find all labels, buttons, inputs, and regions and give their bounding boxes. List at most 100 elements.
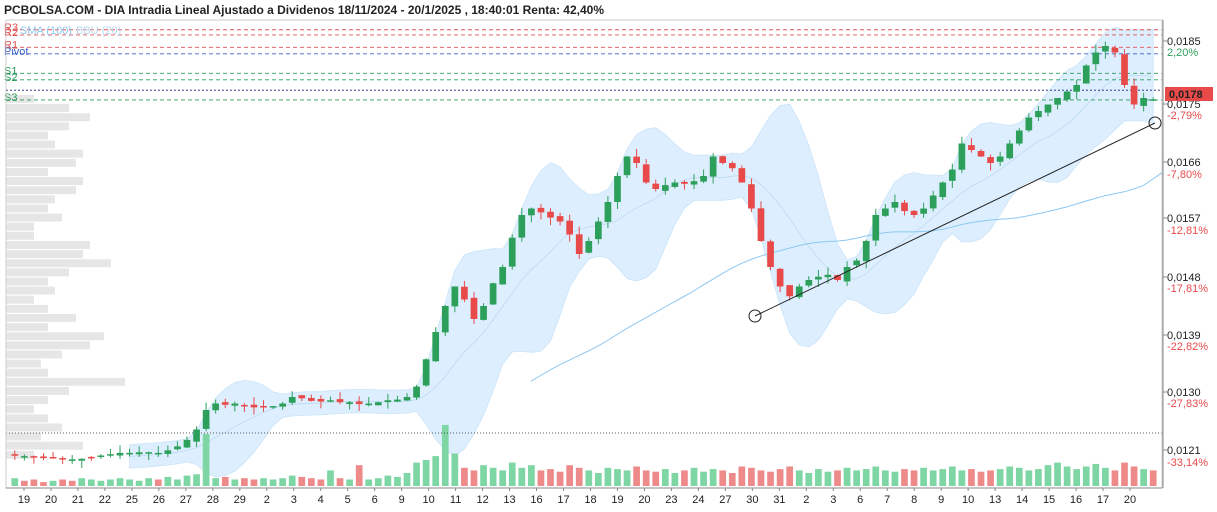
candle-body	[604, 202, 612, 222]
volume-bar	[1044, 465, 1052, 486]
y-axis: 0,0185 0,0175 0,0166 0,0157 0,0148 0,0139 0,01…	[1163, 36, 1213, 469]
candle-body	[1111, 47, 1119, 53]
candle-body	[518, 215, 526, 238]
volume-bar	[422, 460, 430, 486]
chart-title: PCBOLSA.COM - DIA Intradia Lineal Ajusta…	[4, 3, 604, 17]
candle-body	[690, 181, 698, 185]
volume-profile-bar	[6, 268, 69, 277]
candle-body	[508, 237, 516, 267]
volume-bar	[97, 480, 105, 486]
volume-bar	[939, 469, 947, 486]
volume-bar	[1149, 470, 1157, 486]
volume-profile-bar	[6, 140, 55, 149]
candle-body	[853, 260, 860, 266]
volume-bar	[279, 478, 286, 486]
volume-bar	[862, 469, 870, 486]
volume-profile-bar	[6, 195, 55, 204]
candle-body	[1035, 111, 1042, 118]
x-tick-label: 6	[857, 494, 863, 506]
level-label-s2: S2	[4, 72, 17, 84]
candle-body	[250, 404, 258, 408]
level-label-s3: S3	[4, 92, 17, 104]
volume-profile-bar	[6, 359, 41, 368]
volume-profile-bar	[6, 186, 76, 195]
pct-tick-label: -27,83%	[1167, 398, 1208, 410]
volume-profile-bar	[6, 250, 83, 259]
volume-bar	[996, 469, 1004, 486]
x-tick-label: 16	[1070, 494, 1082, 506]
candle-body	[633, 156, 640, 163]
volume-bar	[11, 478, 19, 486]
candle-body	[1054, 98, 1061, 105]
volume-bar	[1140, 469, 1147, 486]
volume-bar	[260, 478, 267, 486]
pct-tick-label: 2,20%	[1167, 47, 1198, 59]
x-tick-label: 4	[318, 494, 324, 506]
candle-body	[365, 403, 373, 406]
candle-body	[470, 297, 478, 319]
trendline-handle-end	[1148, 116, 1162, 130]
volume-bar	[977, 471, 985, 486]
volume-bar	[441, 424, 449, 486]
x-tick-label: 20	[45, 494, 57, 506]
volume-bar	[126, 479, 133, 486]
volume-bar	[403, 473, 411, 486]
volume-bar	[241, 478, 248, 486]
volume-bar	[719, 470, 727, 486]
y-tick-label: 0,0166	[1167, 157, 1201, 169]
trendline[interactable]	[748, 116, 1162, 323]
candle-body	[1102, 46, 1109, 52]
volume-bar	[327, 470, 334, 486]
x-tick-label: 10	[423, 494, 435, 506]
x-tick-label: 31	[773, 494, 785, 506]
level-label-r2: R2	[4, 27, 18, 39]
candle-body	[901, 202, 908, 212]
candle-body	[1025, 117, 1033, 131]
candle-body	[958, 143, 966, 170]
volume-profile-bar	[6, 241, 90, 249]
candle-body	[882, 208, 889, 216]
volume-profile-bar	[6, 277, 48, 286]
volume-profile-bar	[6, 387, 69, 395]
level-label-r3: R3	[4, 22, 18, 34]
candle-body	[1130, 85, 1138, 105]
volume-bar	[308, 478, 315, 486]
pct-tick-label: -12,81%	[1167, 225, 1208, 237]
candle-body	[948, 169, 956, 181]
volume-profile-bar	[6, 396, 48, 405]
volume-bar	[528, 465, 535, 486]
sma-100-line	[530, 172, 1163, 382]
candle-body	[489, 283, 497, 305]
volume-bar	[652, 471, 660, 486]
volume-bar	[661, 469, 669, 486]
candle-body	[1006, 143, 1014, 159]
volume-profile-bar	[6, 304, 48, 313]
current-price-tag	[1165, 87, 1213, 101]
x-tick-label: 20	[1124, 494, 1136, 506]
candle-body	[709, 156, 717, 177]
volume-bar	[786, 466, 794, 486]
volume-bar	[432, 456, 440, 486]
volume-bar	[1130, 466, 1138, 486]
y-tick-label: 0,0157	[1167, 213, 1201, 225]
candle-body	[1073, 85, 1081, 92]
candle-body	[805, 280, 813, 286]
pct-tick-label: -2,79%	[1167, 110, 1202, 122]
volume-profile-bar	[6, 95, 34, 103]
volume-bar	[872, 466, 880, 486]
x-tick-label: 24	[692, 494, 704, 506]
volume-bar	[891, 471, 899, 486]
x-tick-label: 17	[557, 494, 569, 506]
x-tick-label: 21	[72, 494, 84, 506]
candle-body	[528, 208, 535, 216]
volume-bar	[642, 470, 650, 486]
candle-body	[384, 400, 392, 403]
volume-bar	[59, 479, 66, 486]
volume-bar	[68, 480, 76, 486]
candle-body	[843, 267, 851, 282]
volume-bar	[365, 479, 373, 486]
candle-body	[757, 208, 765, 241]
candle-body	[40, 456, 47, 459]
